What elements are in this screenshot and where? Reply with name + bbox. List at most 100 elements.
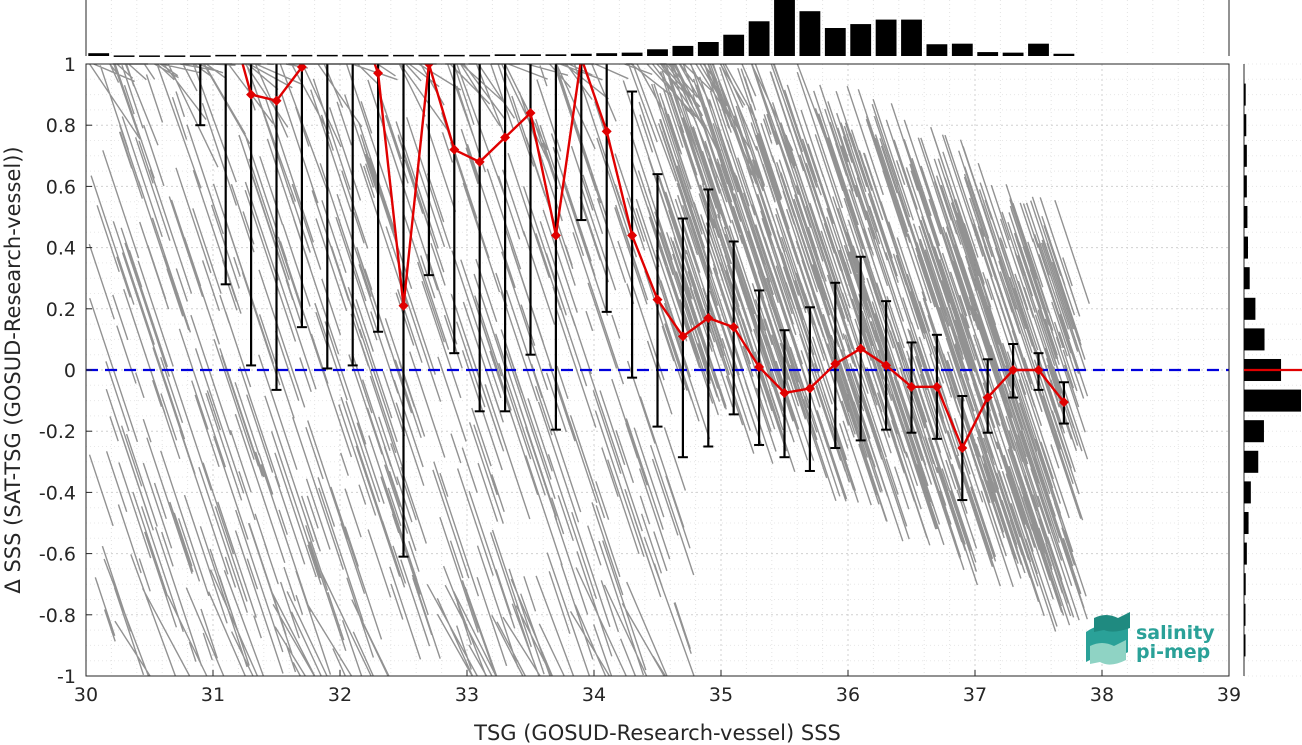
x-tick-label-39: 39 (1217, 684, 1241, 706)
top-hist-bar-12 (393, 54, 414, 57)
y-tick-label--1: -1 (57, 666, 76, 688)
top-hist-bar-21 (621, 52, 643, 56)
y-tick-label--0.4: -0.4 (39, 482, 76, 504)
top-hist-bar-13 (418, 54, 440, 57)
top-hist-bar-35 (977, 52, 999, 56)
top-hist-bar-2 (139, 55, 160, 57)
right-hist-bar-11 (1244, 420, 1264, 443)
x-tick-label-32: 32 (328, 684, 352, 706)
mean-marker-29 (931, 381, 942, 392)
top-hist-bar-19 (570, 53, 592, 56)
mean-marker-16 (601, 126, 612, 137)
top-hist-bar-20 (596, 53, 618, 56)
mean-marker-25 (830, 358, 841, 369)
mean-marker-19 (677, 331, 688, 342)
top-hist-bar-15 (469, 54, 491, 57)
x-tick-label-38: 38 (1090, 684, 1114, 706)
right-hist-bar-16 (1244, 573, 1246, 596)
x-tick-label-31: 31 (201, 684, 225, 706)
top-hist-bar-4 (189, 55, 211, 57)
top-hist-bar-30 (850, 24, 872, 56)
mean-marker-4 (296, 64, 307, 73)
right-hist-bar-3 (1244, 175, 1247, 198)
right-hist-bar-1 (1244, 114, 1247, 137)
x-tick-label-30: 30 (74, 684, 98, 706)
top-hist-bar-23 (672, 45, 694, 56)
y-tick-label-1: 1 (64, 54, 76, 76)
top-hist-bar-31 (875, 19, 897, 57)
y-tick-label-0.2: 0.2 (46, 299, 76, 321)
top-hist-bar-11 (367, 54, 389, 57)
mean-marker-20 (703, 312, 714, 323)
logo-mark-icon (1086, 612, 1130, 665)
top-hist-bar-14 (443, 54, 465, 57)
mean-marker-31 (982, 392, 993, 403)
y-tick-label-0.4: 0.4 (46, 238, 76, 260)
top-hist-bar-29 (824, 28, 846, 56)
y-tick-label-0.8: 0.8 (46, 115, 76, 137)
x-tick-label-35: 35 (709, 684, 733, 706)
y-axis-label: Δ SSS (SAT-TSG (GOSUD-Research-vessel)) (1, 146, 25, 593)
mean-marker-1 (221, 0, 231, 8)
top-hist-bar-22 (647, 49, 668, 56)
right-hist-bar-0 (1244, 83, 1246, 106)
right-hist-bar-13 (1244, 481, 1251, 504)
right-hist-bar-12 (1244, 450, 1259, 473)
right-hist-bar-17 (1244, 603, 1246, 626)
mean-marker-2 (246, 89, 257, 100)
top-histogram (85, 0, 1230, 57)
mean-marker-32 (1008, 365, 1019, 375)
right-hist-bar-4 (1244, 205, 1248, 229)
mean-marker-8 (398, 300, 409, 311)
right-hist-bar-5 (1244, 236, 1248, 259)
mean-marker-22 (754, 361, 765, 372)
mean-marker-24 (804, 383, 815, 394)
y-tick-label--0.6: -0.6 (39, 544, 76, 566)
top-hist-bar-0 (88, 53, 110, 56)
mean-marker-28 (906, 381, 917, 392)
y-tick-label-0.6: 0.6 (46, 176, 76, 198)
mean-marker-34 (1058, 397, 1069, 408)
y-tick-label--0.8: -0.8 (39, 605, 76, 627)
mean-marker-27 (881, 360, 892, 371)
mean-marker-33 (1033, 365, 1044, 375)
top-hist-bar-28 (799, 11, 821, 56)
top-hist-bar-8 (291, 54, 313, 57)
top-hist-bar-34 (951, 43, 973, 56)
mean-marker-10 (449, 144, 460, 155)
right-hist-bar-10 (1244, 389, 1301, 412)
salinity-pi-mep-logo: salinity pi-mep (1086, 612, 1215, 665)
right-hist-bar-6 (1244, 267, 1250, 290)
right-histogram (1243, 63, 1302, 677)
mean-marker-9 (423, 64, 434, 69)
main-plot: 30 31 32 33 34 35 36 37 38 39 -1 -0.8 -0.6 -0.4 -0.2 0… (39, 0, 1241, 706)
x-tick-label-34: 34 (582, 684, 606, 706)
right-hist-bar-15 (1244, 542, 1247, 565)
top-hist-bar-18 (545, 54, 567, 56)
top-hist-bar-3 (164, 55, 186, 57)
top-hist-bar-16 (494, 54, 516, 56)
mean-marker-18 (652, 294, 663, 305)
top-hist-bar-10 (342, 54, 364, 57)
right-hist-bar-7 (1244, 297, 1256, 320)
mean-marker-13 (525, 107, 536, 118)
mean-line (221, 0, 1069, 454)
mean-marker-7 (373, 68, 384, 79)
mean-marker-14 (550, 230, 561, 241)
top-hist-bar-6 (240, 54, 262, 57)
top-hist-bar-37 (1028, 43, 1049, 56)
right-hist-bar-18 (1244, 634, 1246, 657)
x-tick-label-37: 37 (963, 684, 987, 706)
top-hist-bar-27 (774, 0, 795, 56)
top-hist-bar-1 (113, 55, 135, 57)
y-axis-ticks: -1 -0.8 -0.6 -0.4 -0.2 0 0.2 0.4 0.6 0.8 1 (39, 54, 92, 688)
top-hist-bar-7 (266, 54, 287, 57)
mean-marker-23 (779, 387, 790, 398)
mean-marker-17 (627, 230, 638, 241)
mean-marker-26 (855, 343, 866, 354)
x-axis-ticks: 30 31 32 33 34 35 36 37 38 39 (74, 670, 1241, 706)
y-tick-label-0: 0 (64, 360, 76, 382)
logo-text-line1: salinity (1136, 622, 1215, 644)
mean-marker-12 (500, 132, 511, 143)
top-hist-bar-24 (697, 42, 719, 56)
